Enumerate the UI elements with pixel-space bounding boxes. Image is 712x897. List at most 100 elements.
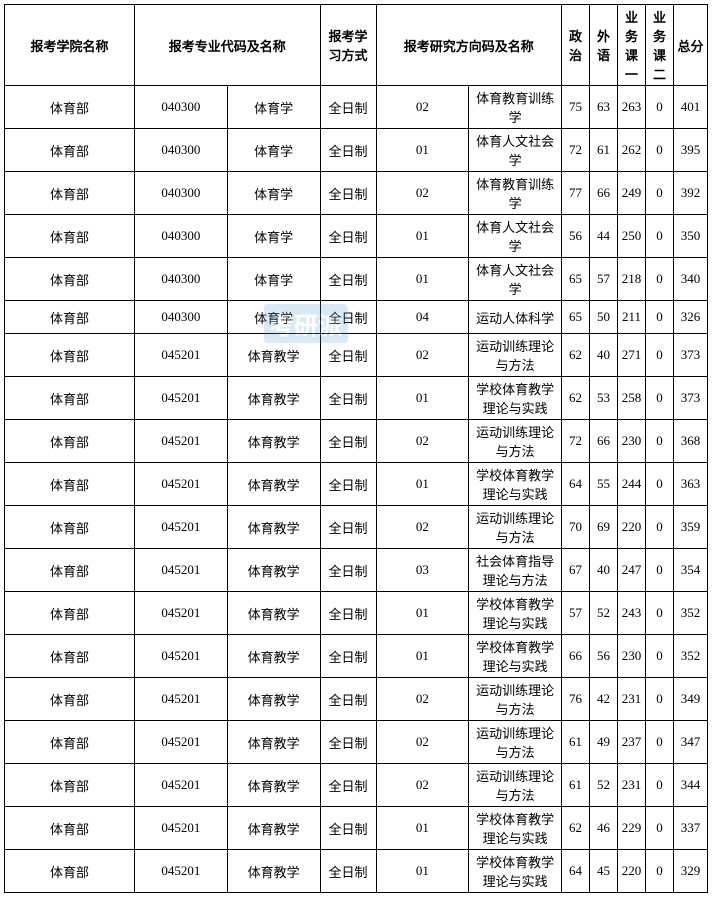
cell-course1: 250 <box>618 215 646 258</box>
cell-mode: 全日制 <box>320 129 376 172</box>
table-row: 体育部045201体育教学全日制02运动训练理论与方法76422310349 <box>5 678 708 721</box>
cell-mode: 全日制 <box>320 764 376 807</box>
cell-course1: 262 <box>618 129 646 172</box>
cell-politics: 61 <box>562 721 590 764</box>
cell-dirname: 社会体育指导理论与方法 <box>469 549 562 592</box>
cell-politics: 65 <box>562 258 590 301</box>
cell-foreign: 46 <box>590 807 618 850</box>
cell-course1: 231 <box>618 678 646 721</box>
cell-dircode: 01 <box>376 377 469 420</box>
cell-dircode: 02 <box>376 764 469 807</box>
cell-school: 体育部 <box>5 850 135 893</box>
cell-course2: 0 <box>646 420 674 463</box>
table-row: 体育部045201体育教学全日制02运动训练理论与方法61522310344 <box>5 764 708 807</box>
cell-dirname: 学校体育教学理论与实践 <box>469 463 562 506</box>
cell-politics: 57 <box>562 592 590 635</box>
cell-dircode: 01 <box>376 850 469 893</box>
cell-code: 040300 <box>135 172 228 215</box>
cell-mode: 全日制 <box>320 807 376 850</box>
cell-course1: 258 <box>618 377 646 420</box>
cell-total: 347 <box>674 721 708 764</box>
cell-politics: 56 <box>562 215 590 258</box>
cell-mode: 全日制 <box>320 463 376 506</box>
header-foreign: 外语 <box>590 5 618 86</box>
cell-course1: 218 <box>618 258 646 301</box>
cell-dircode: 01 <box>376 592 469 635</box>
cell-major: 体育教学 <box>227 807 320 850</box>
cell-major: 体育教学 <box>227 506 320 549</box>
cell-course2: 0 <box>646 506 674 549</box>
cell-school: 体育部 <box>5 215 135 258</box>
header-school: 报考学院名称 <box>5 5 135 86</box>
cell-school: 体育部 <box>5 678 135 721</box>
cell-foreign: 49 <box>590 721 618 764</box>
cell-dircode: 01 <box>376 635 469 678</box>
cell-course1: 263 <box>618 86 646 129</box>
cell-code: 045201 <box>135 420 228 463</box>
cell-course2: 0 <box>646 129 674 172</box>
table-row: 体育部045201体育教学全日制01学校体育教学理论与实践64452200329 <box>5 850 708 893</box>
cell-total: 349 <box>674 678 708 721</box>
table-row: 体育部045201体育教学全日制02运动训练理论与方法72662300368 <box>5 420 708 463</box>
cell-major: 体育学 <box>227 215 320 258</box>
cell-code: 040300 <box>135 301 228 334</box>
cell-course1: 220 <box>618 506 646 549</box>
cell-foreign: 63 <box>590 86 618 129</box>
cell-major: 体育教学 <box>227 635 320 678</box>
cell-mode: 全日制 <box>320 850 376 893</box>
cell-dirname: 体育教育训练学 <box>469 86 562 129</box>
cell-dircode: 02 <box>376 420 469 463</box>
cell-course1: 244 <box>618 463 646 506</box>
cell-school: 体育部 <box>5 506 135 549</box>
cell-politics: 67 <box>562 549 590 592</box>
cell-dirname: 运动训练理论与方法 <box>469 721 562 764</box>
cell-school: 体育部 <box>5 764 135 807</box>
cell-foreign: 61 <box>590 129 618 172</box>
table-row: 体育部040300体育学全日制01体育人文社会学72612620395 <box>5 129 708 172</box>
cell-course2: 0 <box>646 172 674 215</box>
cell-code: 045201 <box>135 463 228 506</box>
cell-code: 040300 <box>135 258 228 301</box>
cell-dirname: 学校体育教学理论与实践 <box>469 635 562 678</box>
cell-course2: 0 <box>646 215 674 258</box>
cell-politics: 65 <box>562 301 590 334</box>
cell-dirname: 学校体育教学理论与实践 <box>469 592 562 635</box>
cell-course1: 229 <box>618 807 646 850</box>
cell-politics: 75 <box>562 86 590 129</box>
cell-dirname: 运动训练理论与方法 <box>469 506 562 549</box>
cell-foreign: 66 <box>590 172 618 215</box>
cell-total: 373 <box>674 334 708 377</box>
cell-foreign: 42 <box>590 678 618 721</box>
cell-total: 373 <box>674 377 708 420</box>
cell-dircode: 01 <box>376 463 469 506</box>
cell-foreign: 56 <box>590 635 618 678</box>
cell-dirname: 体育人文社会学 <box>469 215 562 258</box>
cell-course2: 0 <box>646 592 674 635</box>
cell-politics: 62 <box>562 807 590 850</box>
cell-politics: 62 <box>562 377 590 420</box>
cell-course1: 211 <box>618 301 646 334</box>
cell-foreign: 69 <box>590 506 618 549</box>
cell-politics: 72 <box>562 129 590 172</box>
cell-school: 体育部 <box>5 86 135 129</box>
cell-school: 体育部 <box>5 549 135 592</box>
cell-foreign: 40 <box>590 549 618 592</box>
cell-school: 体育部 <box>5 172 135 215</box>
cell-dircode: 01 <box>376 215 469 258</box>
table-row: 体育部045201体育教学全日制01学校体育教学理论与实践62532580373 <box>5 377 708 420</box>
cell-mode: 全日制 <box>320 721 376 764</box>
cell-code: 045201 <box>135 549 228 592</box>
cell-politics: 76 <box>562 678 590 721</box>
cell-course2: 0 <box>646 377 674 420</box>
cell-total: 344 <box>674 764 708 807</box>
cell-dircode: 02 <box>376 172 469 215</box>
cell-politics: 64 <box>562 463 590 506</box>
cell-course1: 231 <box>618 764 646 807</box>
cell-code: 040300 <box>135 129 228 172</box>
cell-code: 045201 <box>135 635 228 678</box>
cell-major: 体育学 <box>227 172 320 215</box>
cell-dirname: 运动训练理论与方法 <box>469 334 562 377</box>
cell-dircode: 02 <box>376 334 469 377</box>
cell-total: 359 <box>674 506 708 549</box>
cell-code: 045201 <box>135 807 228 850</box>
